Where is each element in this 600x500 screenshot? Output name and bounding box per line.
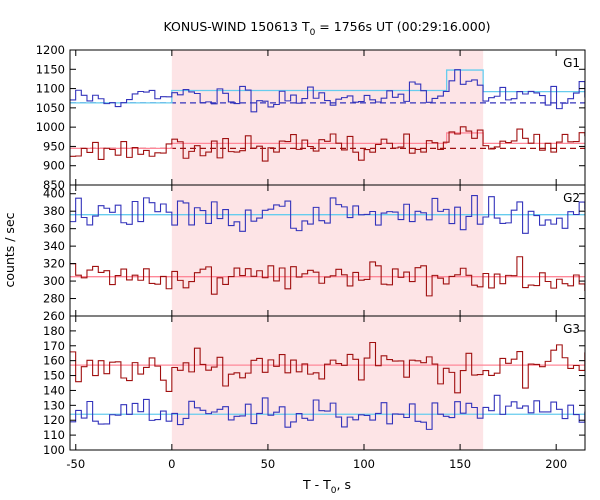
highlight-interval-panel-1 [171,50,484,185]
y-tick-label-G2-260: 260 [43,309,65,323]
x-tick-label-50: 50 [261,457,276,471]
ticks-layer: 8509009501000105011001150120026028030032… [36,43,585,471]
y-tick-label-G2-280: 280 [43,292,65,306]
y-tick-label-G1-1000: 1000 [36,120,65,134]
highlight-interval-panel-3 [171,316,484,450]
y-tick-label-G1-900: 900 [43,159,65,173]
chart-title: KONUS-WIND 150613 T0 = 1756s UT (00:29:1… [163,19,490,38]
chart-title-post: = 1756s UT (00:29:16.000) [315,19,490,34]
x-tick-label--50: -50 [66,457,85,471]
series-G3-2 [70,394,586,430]
y-tick-label-G1-1150: 1150 [36,62,65,76]
y-tick-label-G3-120: 120 [43,413,65,427]
y-tick-label-G3-160: 160 [43,354,65,368]
y-tick-label-G2-400: 400 [43,187,65,201]
y-tick-label-G3-150: 150 [43,369,65,383]
chart-title-pre: KONUS-WIND 150613 T [163,19,309,34]
series-G2-2 [70,256,586,297]
y-tick-label-G2-320: 320 [43,257,65,271]
series-G2-1 [70,195,586,234]
x-axis-label-pre: T - T [302,477,331,492]
x-tick-label-200: 200 [545,457,567,471]
y-tick-label-G1-850: 850 [43,178,65,192]
x-tick-label-0: 0 [168,457,175,471]
highlight-layer [171,50,484,450]
x-tick-label-150: 150 [449,457,471,471]
x-axis-label: T - T0, s [302,477,351,496]
panel-label-G3: G3 [563,322,580,336]
y-tick-label-G2-300: 300 [43,274,65,288]
highlight-interval-panel-2 [171,185,484,316]
chart-title-sub: 0 [310,28,316,38]
panel-label-G2: G2 [563,191,580,205]
y-tick-label-G2-380: 380 [43,204,65,218]
y-tick-label-G3-130: 130 [43,398,65,412]
x-tick-label-100: 100 [353,457,375,471]
y-tick-label-G1-1200: 1200 [36,43,65,57]
series-G1-2 [70,126,586,162]
y-tick-label-G3-110: 110 [43,428,65,442]
x-axis-label-sub: 0 [331,486,337,496]
panel-label-G1: G1 [563,56,580,70]
series-G3-1 [70,341,586,394]
y-axis-label: counts / sec [2,212,17,287]
panel-frame-G3 [69,315,586,451]
data-layer [70,69,586,430]
y-tick-label-G3-180: 180 [43,324,65,338]
y-tick-label-G1-1050: 1050 [36,101,65,115]
frames-layer: G1 G2 G3 [69,49,586,451]
y-tick-label-G3-170: 170 [43,339,65,353]
y-tick-label-G3-140: 140 [43,383,65,397]
y-tick-label-G1-950: 950 [43,139,65,153]
y-tick-label-G2-360: 360 [43,222,65,236]
y-tick-label-G3-100: 100 [43,443,65,457]
y-tick-label-G2-340: 340 [43,239,65,253]
x-axis-label-post: , s [337,477,351,492]
series-G1-1 [70,69,586,113]
y-tick-label-G1-1100: 1100 [36,82,65,96]
